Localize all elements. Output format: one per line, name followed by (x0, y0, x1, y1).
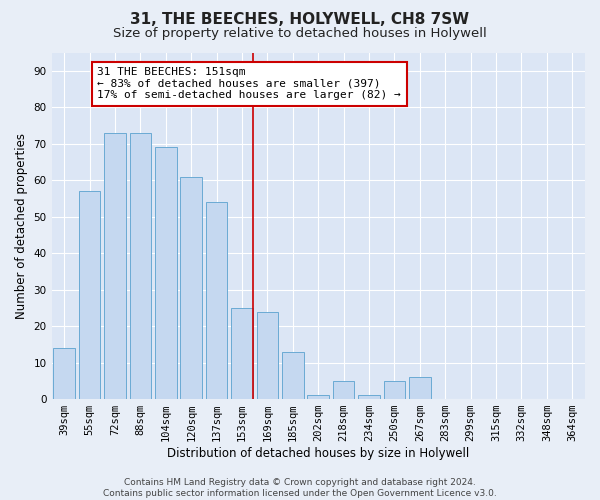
Bar (104, 133, 126, 399)
Text: Contains HM Land Registry data © Crown copyright and database right 2024.
Contai: Contains HM Land Registry data © Crown c… (103, 478, 497, 498)
X-axis label: Distribution of detached houses by size in Holywell: Distribution of detached houses by size … (167, 447, 469, 460)
Text: 31, THE BEECHES, HOLYWELL, CH8 7SW: 31, THE BEECHES, HOLYWELL, CH8 7SW (130, 12, 470, 28)
Bar (79, 191, 100, 399)
Bar (383, 381, 405, 399)
Text: Size of property relative to detached houses in Holywell: Size of property relative to detached ho… (113, 28, 487, 40)
Bar (409, 377, 431, 399)
Text: 31 THE BEECHES: 151sqm
← 83% of detached houses are smaller (397)
17% of semi-de: 31 THE BEECHES: 151sqm ← 83% of detached… (97, 67, 401, 100)
Bar (155, 148, 176, 399)
Y-axis label: Number of detached properties: Number of detached properties (15, 133, 28, 319)
Bar (282, 352, 304, 399)
Bar (130, 133, 151, 399)
Bar (181, 176, 202, 399)
Bar (333, 381, 355, 399)
Bar (358, 396, 380, 399)
Bar (206, 202, 227, 399)
Bar (231, 308, 253, 399)
Bar (257, 312, 278, 399)
Bar (53, 348, 75, 399)
Bar (307, 396, 329, 399)
